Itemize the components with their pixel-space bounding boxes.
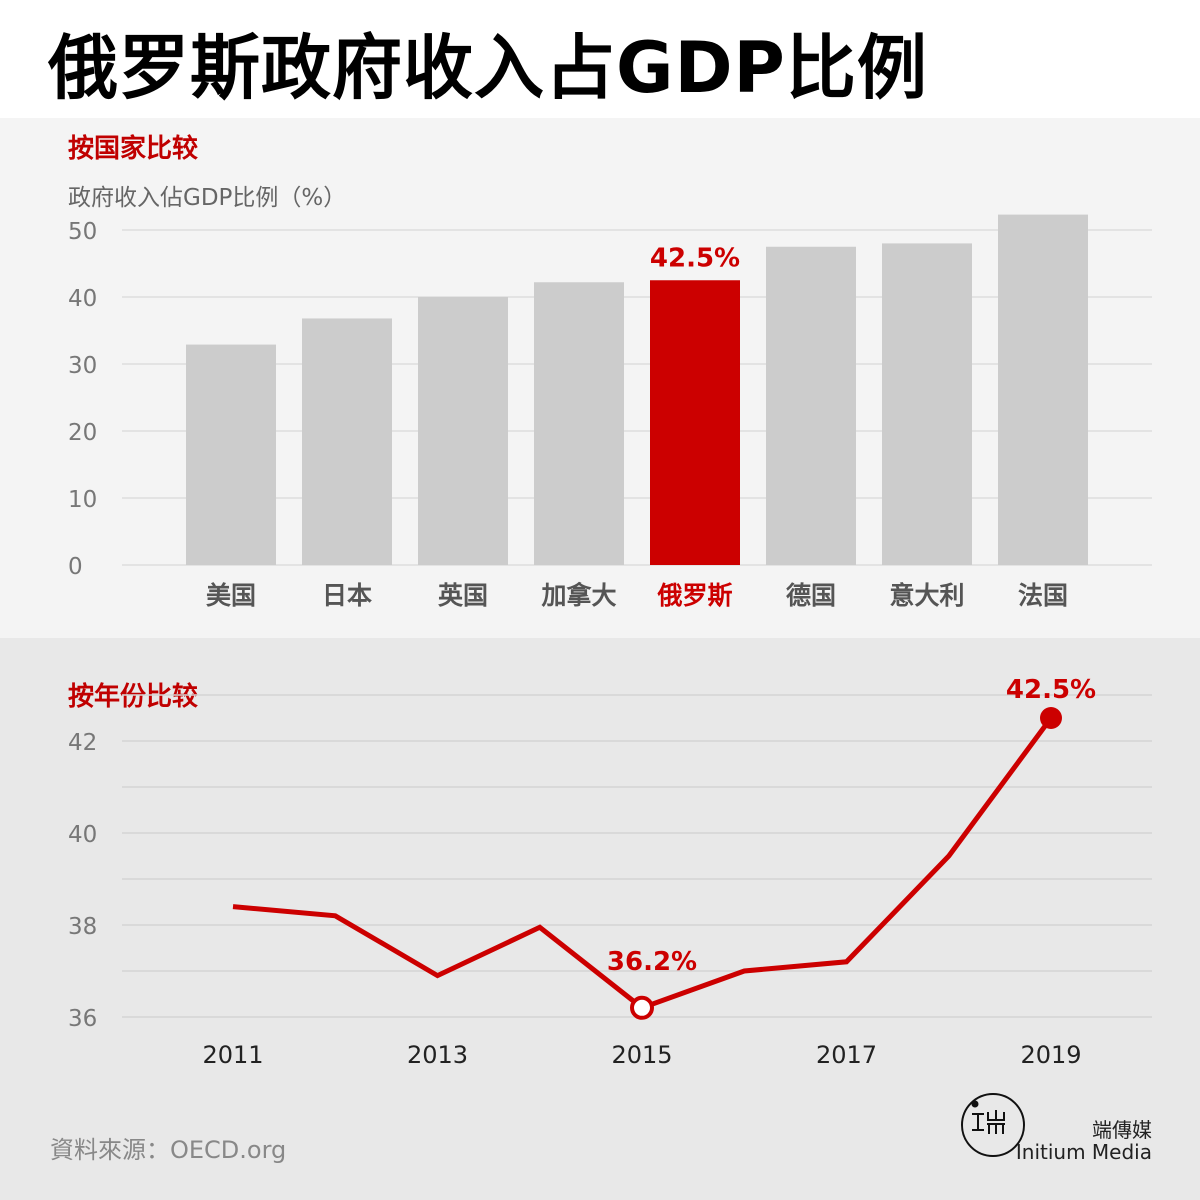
bar-y-tick-label: 40 xyxy=(68,286,97,312)
line-point-marker-2015 xyxy=(630,995,654,1020)
bar-1 xyxy=(302,318,392,565)
bar-highlight-value-label: 42.5% xyxy=(650,243,740,273)
bar-2 xyxy=(418,297,508,565)
line-x-tick-label: 2011 xyxy=(202,1041,263,1069)
line-y-tick-label: 40 xyxy=(68,822,97,848)
bar-chart: 0 10 20 30 40 50 美国 日本 英国 加拿大 俄罗斯 42.5% 德国 意大利 法国 xyxy=(68,214,1152,610)
line-annotation-label: 42.5% xyxy=(1006,675,1096,705)
bar-chart-title: 按国家比较 xyxy=(68,134,199,164)
bar-category-label: 法国 xyxy=(1018,581,1068,610)
line-point-marker-2019 xyxy=(1040,707,1062,729)
bar-y-tick-label: 50 xyxy=(68,219,97,245)
bar-7 xyxy=(998,214,1088,565)
bar-category-label: 意大利 xyxy=(889,581,964,610)
bar-category-label: 美国 xyxy=(206,581,256,610)
bar-chart-ylabel: 政府收入佔GDP比例（%） xyxy=(68,185,347,211)
bar-3 xyxy=(534,282,624,565)
bar-category-label: 加拿大 xyxy=(540,581,616,610)
brand-name-en: Initium Media xyxy=(1015,1140,1152,1164)
line-x-tick-label: 2019 xyxy=(1020,1041,1081,1069)
line-y-tick-label: 42 xyxy=(68,730,97,756)
bar-y-tick-label: 0 xyxy=(68,554,83,580)
bar-category-label: 俄罗斯 xyxy=(656,581,732,610)
source-note: 資料來源：OECD.org xyxy=(50,1136,287,1164)
initium-logo-icon xyxy=(961,1093,1025,1157)
bar-category-label: 日本 xyxy=(322,581,372,610)
line-x-tick-label: 2015 xyxy=(611,1041,672,1069)
bar-6 xyxy=(882,243,972,565)
line-chart-title: 按年份比较 xyxy=(68,682,199,712)
bar-category-label: 英国 xyxy=(438,581,488,610)
line-annotation-label: 36.2% xyxy=(607,947,697,977)
brand-name-zh: 端傳媒 xyxy=(1092,1118,1152,1142)
bar-y-tick-label: 10 xyxy=(68,487,97,513)
line-y-tick-label: 36 xyxy=(68,1006,97,1032)
bar-4 xyxy=(650,280,740,565)
bar-y-tick-label: 20 xyxy=(68,420,97,446)
page-title: 俄罗斯政府收入占GDP比例 xyxy=(48,27,928,109)
line-x-tick-label: 2013 xyxy=(407,1041,468,1069)
bar-category-label: 德国 xyxy=(786,581,836,610)
bar-0 xyxy=(186,344,276,565)
line-y-tick-label: 38 xyxy=(68,914,97,940)
bar-5 xyxy=(766,246,856,565)
bar-y-tick-label: 30 xyxy=(68,353,97,379)
line-x-tick-label: 2017 xyxy=(816,1041,877,1069)
line-chart-panel xyxy=(0,638,1200,1200)
